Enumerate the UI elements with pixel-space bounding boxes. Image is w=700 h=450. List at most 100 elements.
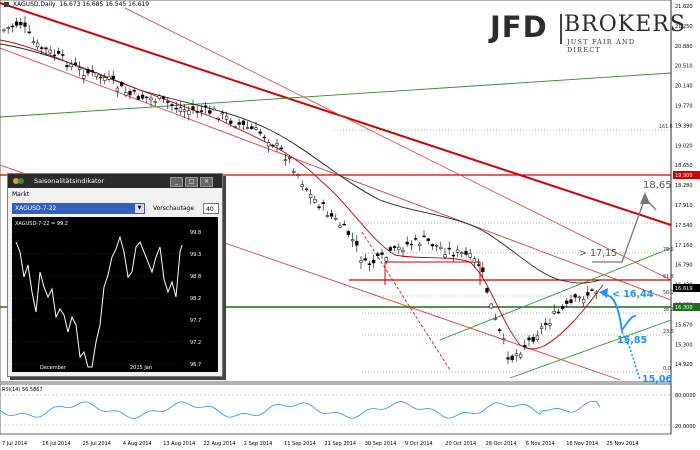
candle [535,335,540,341]
candle [367,263,372,266]
candle [485,288,489,293]
candle [98,76,103,79]
candle [195,111,199,113]
green-channel-lower [509,319,672,379]
candle [132,89,136,92]
symbol-select[interactable]: XAGUSD-7-22 ▼ [12,203,145,214]
candle [266,142,271,147]
candle [283,159,288,161]
candle [338,225,342,228]
target-mid-label: > 17,15 [579,248,617,259]
projection-up-path [592,196,657,263]
window-titlebar[interactable]: Saisonalitätsindikator _ □ × [8,174,222,188]
seasonality-chart: XAGUSD-7-22 = 99.2 99.8 99.3 98.8 98.2 97.7 9… [12,217,218,372]
candle [40,47,44,50]
moving-average-fast [0,39,604,350]
candle [245,127,250,129]
candle [224,115,229,120]
candle [48,49,52,54]
candle [506,357,510,360]
price-tick: 17.540 [675,223,693,229]
candle [380,252,384,255]
mini-ytick: 97.7 [190,318,201,324]
markt-label: Markt [12,191,30,198]
app-logo-icon [13,178,24,184]
candle [65,65,69,68]
date-tick: 9 Oct 2014 [405,441,433,447]
fib-labels: 161.8 78.6 61.8 50.0 38.2 23.6 0.0 [659,124,674,372]
candle [401,249,405,252]
candle [124,92,128,96]
candle [544,322,548,326]
candle [69,63,73,68]
price-tick: 21.620 [675,4,693,10]
candle [153,101,157,103]
candle [212,108,216,111]
candle [313,199,317,203]
rsi-line [0,400,601,419]
candle [107,76,111,80]
candle [241,120,246,125]
fib-label: 78.6 [663,247,674,253]
candle [250,126,254,130]
candle [455,249,460,253]
vorschautage-input[interactable]: 40 [203,203,219,214]
candle [304,188,309,191]
logo-tagline: JUST FAIR AND DIRECT [567,38,636,54]
candle [61,54,65,56]
candle [439,246,443,250]
price-tick: 19.020 [675,143,693,149]
candle [237,122,241,125]
collapse-icon[interactable] [4,2,9,7]
candle [31,41,36,43]
candle [220,112,225,115]
candle [514,353,519,356]
date-tick: 20 Oct 2014 [445,441,476,447]
fib-label: 50.0 [663,290,674,296]
price-tick: 19.770 [675,104,693,110]
ohlc-values: 16.673 16.685 16.545 16.619 [59,1,150,8]
candle [279,147,283,150]
price-tick: 18.650 [675,163,693,169]
close-icon[interactable]: × [200,177,213,187]
candle [342,223,346,226]
chevron-down-icon[interactable]: ▼ [135,204,144,213]
seasonality-indicator-window[interactable]: Saisonalitätsindikator _ □ × Markt XAGUS… [7,173,223,377]
candle [434,244,439,247]
candle [590,289,594,291]
green-level-marker [673,303,700,311]
mini-ytick: 96.7 [190,362,201,368]
date-tick: 25 Jul 2014 [83,441,111,447]
candle [560,306,565,309]
candle [447,247,451,250]
candle [321,202,325,204]
candle [82,75,86,79]
chart-header: XAGUSD,Daily 16.673 16.685 16.545 16.619 [4,1,149,8]
candle [430,244,435,247]
candle [569,299,573,303]
candle [409,243,414,246]
candle [271,144,275,147]
maximize-icon[interactable]: □ [185,177,198,187]
rsi-label: RSI(14) 56.5867 [2,387,43,393]
candle [296,174,300,176]
rsi-level-80: 80.0000 [675,393,696,399]
current-price-value: 16.619 [675,286,693,292]
candle [308,194,313,199]
minimize-icon[interactable]: _ [170,177,183,187]
candle [292,171,296,173]
candle [552,310,556,314]
candle [565,300,569,304]
mini-xlabel: December [40,365,67,371]
candle [6,27,10,29]
candlesticks [2,16,598,365]
candle [35,42,40,48]
red-level-value: 19.900 [675,173,693,179]
price-tick: 15.300 [675,342,693,348]
candle [350,239,355,242]
candle [90,69,94,72]
candle [128,91,132,96]
candle [149,97,153,101]
date-tick: 25 Nov 2014 [607,441,639,447]
red-channel-mid [124,7,672,281]
